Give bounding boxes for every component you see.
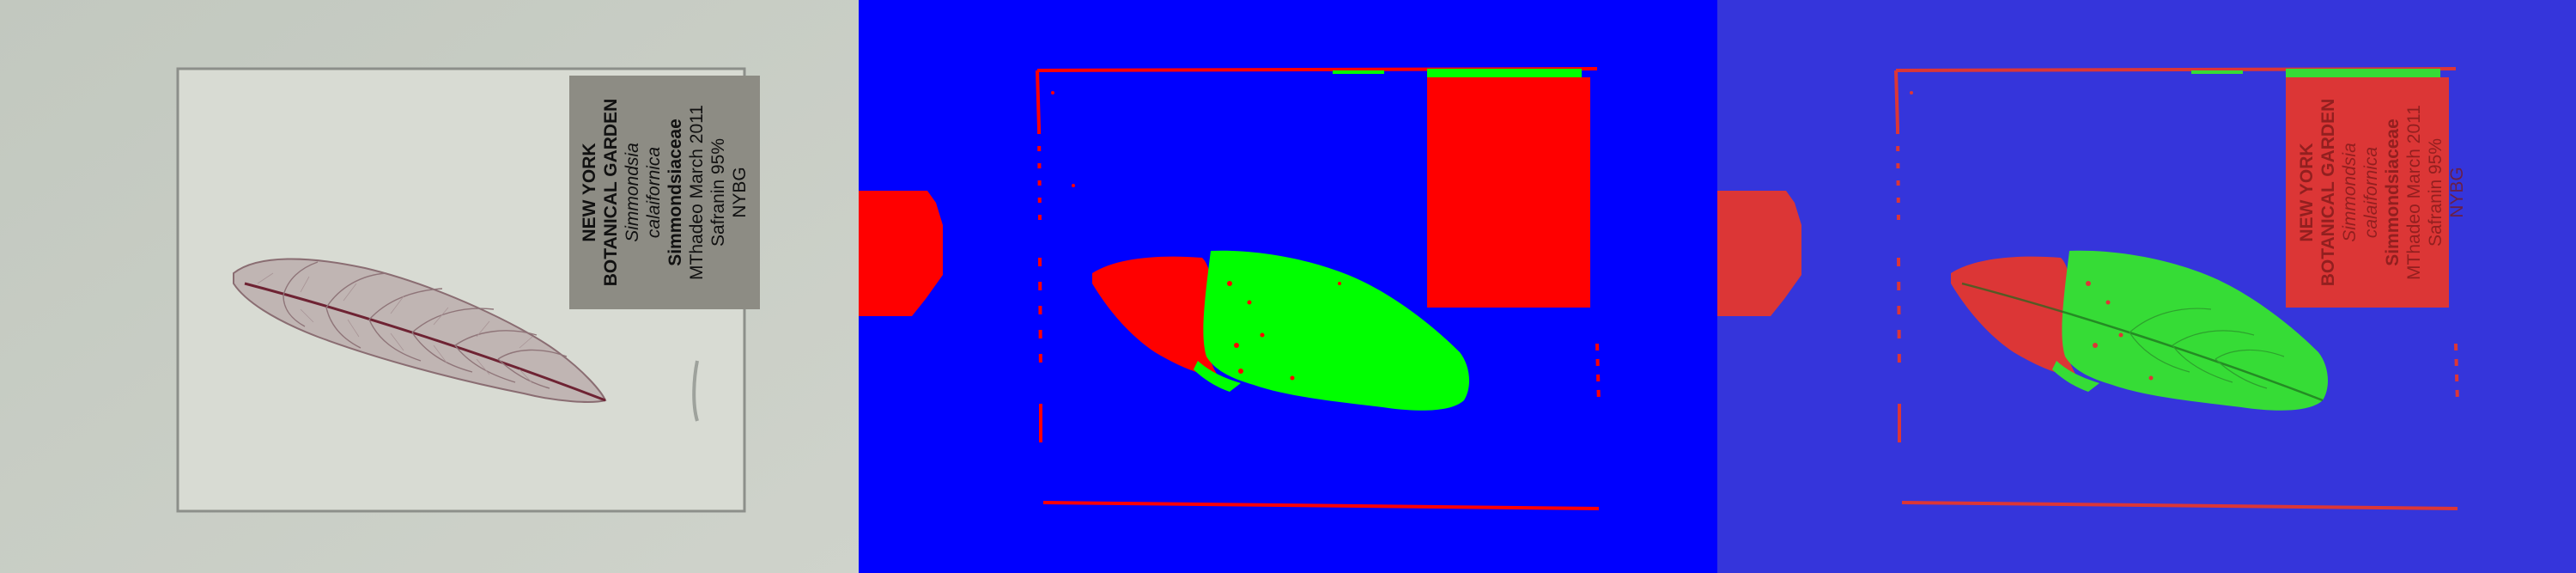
mask-leaf-region-b xyxy=(1203,250,1470,411)
overlay-leaf-region-a xyxy=(1951,256,2078,378)
overlay-left-region xyxy=(1717,191,1801,316)
label-line-garden: BOTANICAL GARDEN xyxy=(601,98,621,287)
overlay-label-region xyxy=(2286,77,2449,308)
mask-top-fragment xyxy=(1333,70,1384,74)
overlay-speckles xyxy=(1910,91,2154,381)
overlay-leaf-region-b xyxy=(2062,250,2329,411)
label-line-code: NYBG xyxy=(730,167,750,218)
label-line-collector: MThadeo March 2011 xyxy=(687,105,707,280)
mask-speckles xyxy=(1051,91,1341,381)
label-text-block: NEW YORK BOTANICAL GARDEN Simmondsia cal… xyxy=(569,76,760,309)
label-line-stain: Safranin 95% xyxy=(708,137,728,247)
segmentation-mask-panel xyxy=(859,0,1717,573)
overlay-label-line-species: Simmondsia calaifornica xyxy=(2340,143,2381,242)
overlay-label-line-family: Simmondsiaceae xyxy=(2383,119,2403,266)
segmentation-overlay xyxy=(1717,0,2576,573)
original-photo xyxy=(0,0,859,573)
label-line-institution: NEW YORK xyxy=(580,143,599,242)
overlay-leaf-veins xyxy=(1961,282,2324,402)
segmentation-mask xyxy=(859,0,1717,573)
mask-leaf-edge xyxy=(1194,361,1241,392)
overlay-label-line-code: NYBG xyxy=(2447,167,2467,218)
overlay-label-line-garden: BOTANICAL GARDEN xyxy=(2318,98,2338,287)
smudge xyxy=(692,360,699,422)
original-photo-panel: NEW YORK BOTANICAL GARDEN Simmondsia cal… xyxy=(0,0,859,573)
mask-leaf-region-a xyxy=(1092,256,1219,378)
overlay-label-line-institution: NEW YORK xyxy=(2297,143,2317,242)
overlay-label-line-collector: MThadeo March 2011 xyxy=(2404,105,2424,280)
overlay-leaf-edge xyxy=(2052,361,2099,392)
cleared-leaf xyxy=(233,258,607,403)
label-line-family: Simmondsiaceae xyxy=(665,119,685,266)
mask-left-region xyxy=(859,191,943,316)
segmentation-overlay-panel: NEW YORK BOTANICAL GARDEN Simmondsia cal… xyxy=(1717,0,2576,573)
overlay-label-text-block: NEW YORK BOTANICAL GARDEN Simmondsia cal… xyxy=(2287,76,2477,309)
overlay-label-top-strip xyxy=(2286,69,2440,77)
specimen-label xyxy=(569,76,760,309)
label-line-species: Simmondsia calaifornica xyxy=(623,143,664,242)
overlay-label-line-stain: Safranin 95% xyxy=(2426,137,2445,247)
overlay-top-fragment xyxy=(2191,70,2243,74)
mask-label-region xyxy=(1427,77,1590,308)
mask-label-top-strip xyxy=(1427,69,1582,77)
